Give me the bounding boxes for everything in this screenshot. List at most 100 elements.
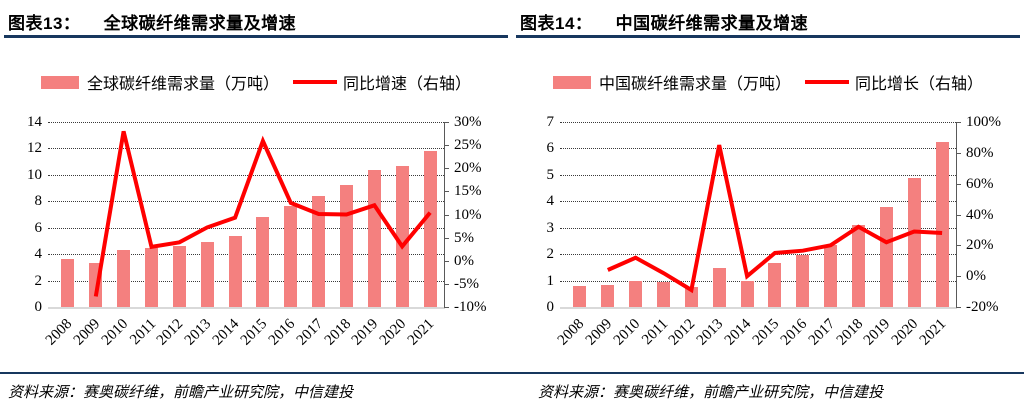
demand-bar <box>879 207 893 307</box>
left-axis-tick-label: 4 <box>546 193 555 210</box>
demand-bar <box>117 250 131 307</box>
gridline <box>48 148 444 150</box>
demand-bar <box>824 244 838 307</box>
left-axis-tick-label: 4 <box>34 246 43 263</box>
demand-bar <box>172 246 186 307</box>
right-axis-tick-label: 5% <box>454 229 474 246</box>
demand-bar <box>395 165 409 307</box>
demand-bar <box>712 267 726 307</box>
right-axis-tick-label: -5% <box>454 275 479 292</box>
footer-rule <box>512 372 1024 374</box>
demand-bar <box>89 262 103 307</box>
right-axis-tick <box>956 152 961 154</box>
right-axis-tick <box>444 168 449 170</box>
demand-bar <box>256 217 270 307</box>
chart-legend: 中国碳纤维需求量（万吨） 同比增长（右轴） <box>518 71 1018 93</box>
left-axis-tick-label: 6 <box>546 140 555 157</box>
demand-bar <box>200 241 214 307</box>
left-axis-tick-label: 8 <box>34 193 43 210</box>
bar-series-swatch <box>552 75 591 89</box>
demand-bar <box>796 255 810 307</box>
right-axis-tick-label: -10% <box>454 299 487 315</box>
demand-bar <box>629 280 643 307</box>
right-axis-tick <box>444 260 449 262</box>
right-axis-tick <box>444 122 449 123</box>
source-note: 资料来源：赛奥碳纤维，前瞻产业研究院，中信建投 <box>538 385 884 401</box>
legend-label-line: 同比增长（右轴） <box>855 76 984 93</box>
gridline <box>48 174 444 176</box>
right-axis-tick <box>956 214 961 216</box>
right-axis-tick <box>956 122 961 123</box>
left-axis-tick-label: 1 <box>546 272 555 289</box>
right-axis-tick <box>444 191 449 193</box>
gridline <box>48 280 444 282</box>
source-note: 资料来源：赛奥碳纤维，前瞻产业研究院，中信建投 <box>8 385 354 401</box>
chart-panel-china: 图表14： 中国碳纤维需求量及增速 中国碳纤维需求量（万吨） 同比增长（右轴） … <box>512 0 1024 412</box>
legend-label-line: 同比增速（右轴） <box>343 76 472 93</box>
right-axis-tick-label: 0% <box>966 268 986 285</box>
gridline <box>48 122 444 123</box>
left-axis-tick-label: 10 <box>27 166 42 183</box>
figure-title: 图表14： 中国碳纤维需求量及增速 <box>520 9 808 33</box>
left-axis-tick-label: 7 <box>546 114 555 130</box>
left-axis-tick-label: 0 <box>34 299 43 315</box>
demand-bar <box>852 225 865 307</box>
x-axis-line <box>48 307 445 309</box>
demand-bar <box>367 169 381 307</box>
left-axis-tick-label: 5 <box>546 166 555 183</box>
demand-bar <box>228 235 242 307</box>
title-underline <box>516 35 1020 38</box>
legend-label-bars: 中国碳纤维需求量（万吨） <box>598 76 791 93</box>
demand-bar <box>423 151 437 307</box>
right-axis-tick-label: 30% <box>454 114 482 130</box>
plot-area: 0 2 4 6 8 10 12 14 -10% -5% 0% 5% 10% 15% 20% 25% 30% 200… <box>27 114 487 349</box>
gridline <box>560 201 956 203</box>
legend-item-bars: 中国碳纤维需求量（万吨） <box>552 70 791 94</box>
demand-bar <box>145 248 158 307</box>
demand-bar <box>684 287 698 307</box>
demand-bar <box>657 282 670 307</box>
figure-title-text: 中国碳纤维需求量及增速 <box>615 14 809 33</box>
left-axis-tick-label: 3 <box>546 219 555 236</box>
demand-bar <box>601 284 615 307</box>
legend-item-line: 同比增速（右轴） <box>293 70 471 94</box>
figure-title-text: 全球碳纤维需求量及增速 <box>103 14 297 33</box>
figure-number: 图表13： <box>8 14 81 33</box>
gridline <box>48 227 444 229</box>
line-series-swatch <box>293 80 337 84</box>
demand-bar <box>935 142 949 307</box>
right-axis-tick-label: 20% <box>966 237 994 254</box>
x-axis-line <box>560 307 957 309</box>
right-axis-tick-label: 100% <box>966 114 1001 130</box>
demand-bar <box>284 205 298 307</box>
right-axis-tick-label: 20% <box>454 160 482 177</box>
right-axis-tick <box>444 237 449 239</box>
right-axis-tick-label: 80% <box>966 144 994 161</box>
demand-bar <box>740 280 754 307</box>
left-axis-tick-label: 0 <box>546 299 555 315</box>
figure-title: 图表13： 全球碳纤维需求量及增速 <box>8 9 296 33</box>
bar-series-swatch <box>40 75 79 89</box>
left-axis-tick-label: 2 <box>546 246 555 263</box>
demand-bar <box>340 184 353 307</box>
demand-bar <box>768 262 782 307</box>
right-axis-tick-label: -20% <box>966 299 999 315</box>
chart-panel-global: 图表13： 全球碳纤维需求量及增速 全球碳纤维需求量（万吨） 同比增速（右轴） … <box>0 9 512 401</box>
gridline <box>48 201 444 203</box>
right-axis-tick <box>956 307 961 308</box>
demand-bar <box>907 177 921 307</box>
left-axis-tick-label: 14 <box>27 114 42 130</box>
legend-label-bars: 全球碳纤维需求量（万吨） <box>86 76 279 93</box>
right-axis-tick-label: 40% <box>966 206 994 223</box>
legend-item-bars: 全球碳纤维需求量（万吨） <box>40 70 279 94</box>
title-underline <box>4 35 508 38</box>
left-axis-tick-label: 6 <box>34 219 43 236</box>
right-axis-tick <box>444 145 449 147</box>
right-axis-tick-label: 0% <box>454 252 474 269</box>
right-axis-tick-label: 60% <box>966 175 994 192</box>
chart-legend: 全球碳纤维需求量（万吨） 同比增速（右轴） <box>6 71 506 93</box>
gridline <box>560 280 956 282</box>
right-axis-tick-label: 10% <box>454 206 482 223</box>
right-axis-tick <box>956 276 961 278</box>
demand-bar <box>312 195 326 307</box>
